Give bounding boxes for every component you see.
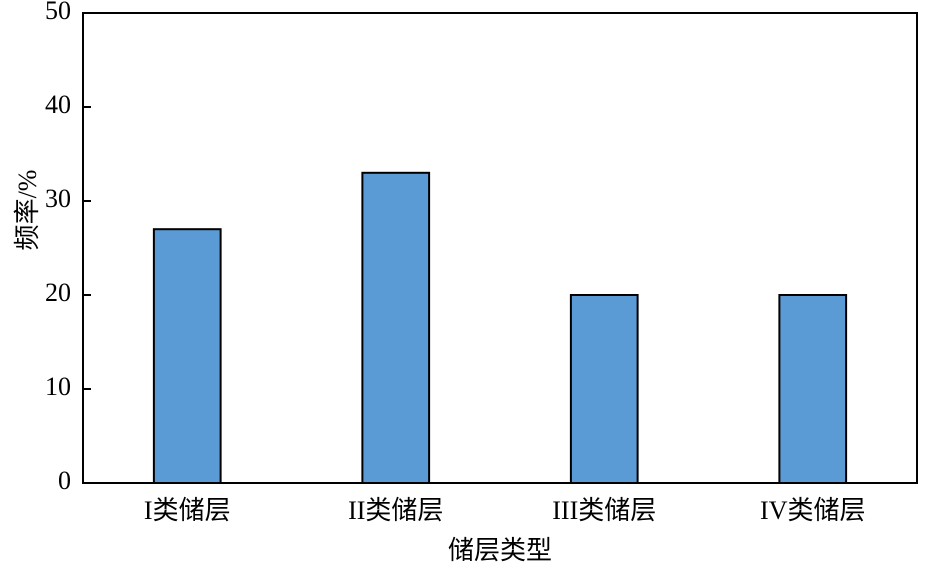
y-tick-label: 0	[58, 466, 71, 495]
y-tick-label: 50	[45, 0, 71, 25]
bar	[569, 294, 639, 484]
bar	[152, 228, 222, 484]
y-axis-label: 频率/%	[13, 170, 42, 251]
bar	[778, 294, 848, 484]
y-tick-label: 20	[45, 278, 71, 307]
x-tick-label: III类储层	[552, 496, 656, 525]
x-tick-label: IV类储层	[760, 496, 865, 525]
y-tick-label: 10	[45, 372, 71, 401]
x-tick-label: II类储层	[348, 496, 443, 525]
x-axis-label: 储层类型	[448, 536, 552, 565]
y-tick-label: 40	[45, 90, 71, 119]
y-tick-label: 30	[45, 184, 71, 213]
plot-frame	[82, 12, 918, 484]
bar	[361, 171, 431, 485]
x-tick-label: I类储层	[144, 496, 231, 525]
